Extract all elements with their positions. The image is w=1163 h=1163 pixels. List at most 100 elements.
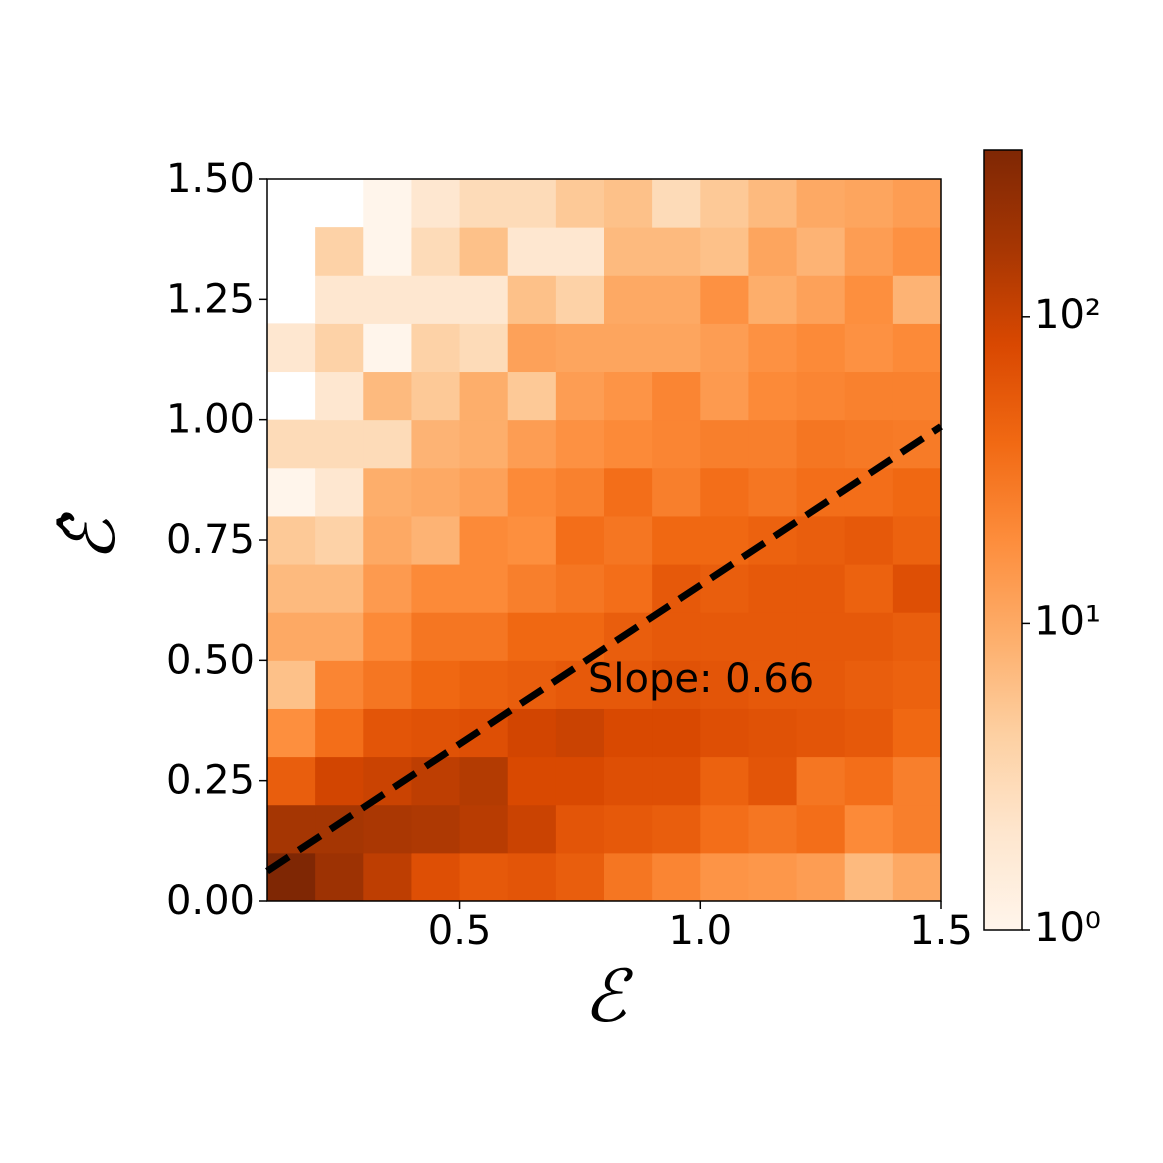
- cell: [411, 612, 461, 661]
- cell: [604, 275, 653, 324]
- cell: [652, 323, 701, 373]
- cell: [363, 852, 412, 902]
- cell: [459, 852, 509, 902]
- cell: [604, 564, 653, 613]
- cell: [892, 756, 942, 806]
- cell: [844, 756, 894, 806]
- cell: [892, 275, 942, 324]
- cell: [411, 323, 461, 373]
- cell: [748, 612, 798, 661]
- cell: [700, 804, 749, 854]
- cell: [507, 227, 557, 276]
- cell: [892, 323, 942, 373]
- cell: [267, 515, 316, 565]
- cell: [652, 467, 701, 517]
- cell: [555, 179, 605, 228]
- cell: [315, 564, 364, 613]
- cell: [555, 564, 605, 613]
- cell: [267, 660, 316, 709]
- cell: [748, 179, 798, 228]
- cell: [555, 804, 605, 854]
- cell: [459, 804, 509, 854]
- cell: [555, 227, 605, 276]
- cell: [507, 660, 557, 709]
- cell: [363, 323, 412, 373]
- cell: [652, 708, 701, 758]
- cell: [748, 419, 798, 469]
- cell: [796, 515, 846, 565]
- cell: [796, 419, 846, 469]
- cell: [411, 852, 461, 902]
- cell: [748, 804, 798, 854]
- cell: [459, 179, 509, 228]
- cell: [411, 371, 461, 421]
- cell: [652, 852, 701, 902]
- cell: [652, 227, 701, 276]
- cell: [604, 660, 653, 709]
- cell: [892, 708, 942, 758]
- cell: [267, 612, 316, 661]
- cell: [459, 564, 509, 613]
- cell: [363, 515, 412, 565]
- cell: [363, 564, 412, 613]
- cell: [315, 275, 364, 324]
- cell: [555, 515, 605, 565]
- cell: [604, 467, 653, 517]
- cell: [267, 756, 316, 806]
- cell: [507, 179, 557, 228]
- cell: [844, 612, 894, 661]
- cell: [796, 275, 846, 324]
- cell: [604, 852, 653, 902]
- cell: [844, 708, 894, 758]
- cell: [796, 564, 846, 613]
- cell: [652, 756, 701, 806]
- cell: [700, 275, 749, 324]
- cell: [507, 467, 557, 517]
- cell: [892, 227, 942, 276]
- cell: [315, 612, 364, 661]
- cell: [652, 179, 701, 228]
- cell: [459, 515, 509, 565]
- cell: [555, 852, 605, 902]
- x-tick-label: 1.5: [909, 908, 973, 954]
- cell: [652, 660, 701, 709]
- cell: [892, 179, 942, 228]
- cell: [652, 804, 701, 854]
- cell: [700, 227, 749, 276]
- cell: [748, 708, 798, 758]
- cell: [796, 371, 846, 421]
- y-tick-label: 0.75: [166, 517, 255, 563]
- cell: [555, 660, 605, 709]
- cell: [363, 227, 412, 276]
- cell: [796, 612, 846, 661]
- cell: [363, 612, 412, 661]
- cell: [796, 323, 846, 373]
- cell: [507, 419, 557, 469]
- cell: [411, 227, 461, 276]
- cell: [796, 660, 846, 709]
- x-axis-label: ℰ: [583, 954, 633, 1038]
- cell: [892, 852, 942, 902]
- cell: [267, 323, 316, 373]
- cell: [700, 612, 749, 661]
- cell: [459, 323, 509, 373]
- cell: [844, 804, 894, 854]
- cell: [267, 419, 316, 469]
- cell: [604, 804, 653, 854]
- cell: [411, 515, 461, 565]
- cell: [507, 371, 557, 421]
- cell: [700, 708, 749, 758]
- y-tick-label: 1.50: [166, 156, 255, 202]
- cell: [315, 227, 364, 276]
- cell: [700, 467, 749, 517]
- cell: [459, 275, 509, 324]
- cell: [459, 371, 509, 421]
- cell: [507, 564, 557, 613]
- cell: [459, 660, 509, 709]
- cell: [267, 467, 316, 517]
- cell: [459, 756, 509, 806]
- cell: [315, 419, 364, 469]
- cell: [363, 660, 412, 709]
- cell: [363, 804, 412, 854]
- cell: [748, 371, 798, 421]
